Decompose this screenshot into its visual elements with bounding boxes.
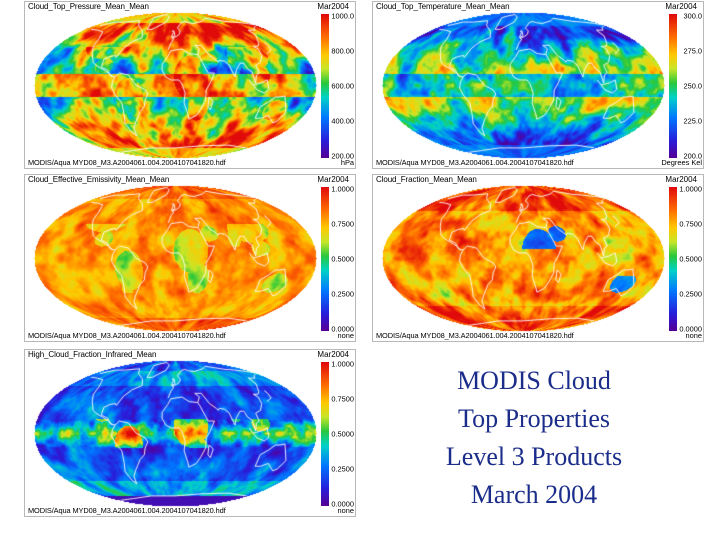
colorbar-tick-label: 0.2500: [331, 289, 354, 299]
colorbar-tick-label: 600.00: [331, 81, 354, 91]
colorbar-tick-label: 1.0000: [679, 184, 702, 194]
panel-units: none: [337, 506, 354, 515]
colorbar-tick-label: 0.7500: [679, 219, 702, 229]
panel-date: Mar2004: [317, 175, 349, 184]
panel-units: none: [685, 331, 702, 340]
colorbar-tick-label: 0.2500: [679, 289, 702, 299]
colorbar-tick-label: 1.0000: [331, 184, 354, 194]
panel-units: none: [337, 331, 354, 340]
world-map-mollweide: [33, 184, 317, 332]
colorbar-tick-label: 0.0000: [679, 324, 702, 334]
panel-date: Mar2004: [665, 2, 697, 11]
panel-source-footer: MODIS/Aqua MYD08_M3.A2004061.004.2004107…: [28, 331, 226, 340]
colorbar-tick-label: 400.00: [331, 116, 354, 126]
colorbar-tick-label: 0.7500: [331, 394, 354, 404]
colorbar-tick-label: 1.0000: [331, 359, 354, 369]
map-panel-pressure: Cloud_Top_Pressure_Mean_Mean Mar2004 1000.…: [24, 1, 356, 169]
colorbar-tick-label: 0.7500: [331, 219, 354, 229]
colorbar-tick-label: 200.00: [331, 151, 354, 161]
colorbar-tick-label: 300.0: [683, 11, 703, 21]
colorbar: [321, 362, 329, 506]
colorbar-tick-label: 0.5000: [331, 429, 354, 439]
map-panel-emissivity: Cloud_Effective_Emissivity_Mean_Mean Mar2…: [24, 174, 356, 342]
colorbar: [669, 14, 677, 158]
world-map-mollweide: [381, 184, 665, 332]
caption-line-3: Level 3 Products: [445, 442, 623, 471]
panel-units: Degrees Kel: [661, 158, 702, 167]
colorbar-tick-label: 275.0: [683, 46, 703, 56]
panel-date: Mar2004: [317, 350, 349, 359]
caption-line-2: Top Properties: [458, 404, 610, 433]
colorbar-tick-label: 0.2500: [331, 464, 354, 474]
colorbar: [669, 187, 677, 331]
world-map-mollweide: [381, 11, 665, 159]
colorbar-ticks: 300.0 275.0 250.0 225.0 200.0: [677, 11, 703, 161]
world-map-mollweide: [33, 359, 317, 507]
map-panel-temperature: Cloud_Top_Temperature_Mean_Mean Mar2004 30…: [372, 1, 704, 169]
colorbar-ticks: 1.0000 0.7500 0.5000 0.2500 0.0000: [677, 184, 703, 334]
colorbar-tick-label: 800.00: [331, 46, 354, 56]
caption-line-4: March 2004: [470, 480, 598, 509]
panel-date: Mar2004: [665, 175, 697, 184]
colorbar-tick-label: 0.5000: [331, 254, 354, 264]
colorbar-ticks: 1.0000 0.7500 0.5000 0.2500 0.0000: [329, 184, 355, 334]
panel-title: High_Cloud_Fraction_Infrared_Mean: [28, 350, 157, 359]
caption-line-1: MODIS Cloud: [457, 366, 611, 395]
colorbar-tick-label: 1000.0: [331, 11, 354, 21]
colorbar-tick-label: 225.0: [683, 116, 703, 126]
colorbar-tick-label: 0.0000: [331, 324, 354, 334]
panel-date: Mar2004: [317, 2, 349, 11]
colorbar-ticks: 1000.0 800.00 600.00 400.00 200.00: [329, 11, 355, 161]
colorbar-tick-label: 200.0: [683, 151, 703, 161]
panel-title: Cloud_Top_Temperature_Mean_Mean: [376, 2, 510, 11]
panel-source-footer: MODIS/Aqua MYD08_M3.A2004061.004.2004107…: [28, 158, 226, 167]
panel-source-footer: MODIS/Aqua MYD08_M3.A2004061.004.2004107…: [376, 158, 574, 167]
caption: MODIS Cloud Top Properties Level 3 Produ…: [384, 362, 684, 514]
colorbar-ticks: 1.0000 0.7500 0.5000 0.2500 0.0000: [329, 359, 355, 509]
colorbar: [321, 14, 329, 158]
colorbar-tick-label: 0.0000: [331, 499, 354, 509]
colorbar-tick-label: 250.0: [683, 81, 703, 91]
panel-title: Cloud_Fraction_Mean_Mean: [376, 175, 477, 184]
colorbar-tick-label: 0.5000: [679, 254, 702, 264]
panel-title: Cloud_Effective_Emissivity_Mean_Mean: [28, 175, 170, 184]
panel-source-footer: MODIS/Aqua MYD08_M3.A2004061.004.2004107…: [376, 331, 574, 340]
panel-source-footer: MODIS/Aqua MYD08_M3.A2004061.004.2004107…: [28, 506, 226, 515]
colorbar: [321, 187, 329, 331]
map-panel-highcloud: High_Cloud_Fraction_Infrared_Mean Mar2004…: [24, 349, 356, 517]
panel-title: Cloud_Top_Pressure_Mean_Mean: [28, 2, 149, 11]
panel-units: hPa: [340, 158, 354, 167]
map-panel-fraction: Cloud_Fraction_Mean_Mean Mar2004 1.0000 0.7…: [372, 174, 704, 342]
world-map-mollweide: [33, 11, 317, 159]
